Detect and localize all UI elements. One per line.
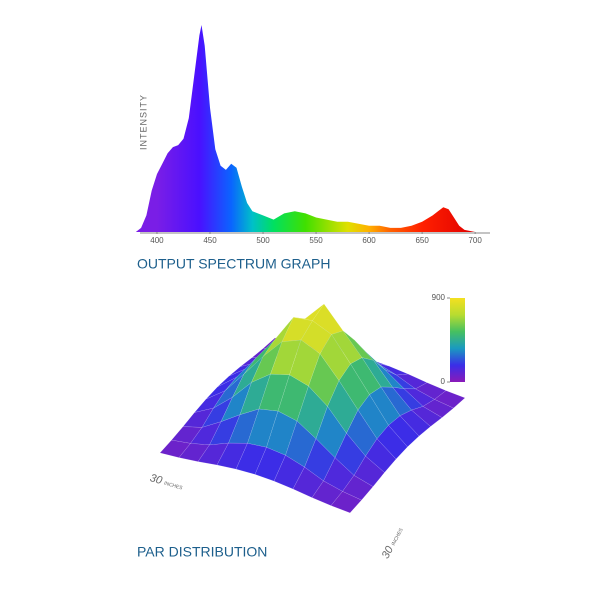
surface-cell xyxy=(330,491,362,514)
colorbar xyxy=(450,298,465,382)
x-axis-label-unit: INCHES xyxy=(163,481,183,492)
x-tick-label: 600 xyxy=(362,236,376,245)
spectrum-area xyxy=(135,25,476,232)
chart-title: PAR DISTRIBUTION xyxy=(137,544,267,560)
x-tick-label: 500 xyxy=(256,236,270,245)
colorbar-tick-label: 0 xyxy=(441,377,446,386)
y-axis-label-unit: INCHES xyxy=(391,527,405,547)
surface xyxy=(159,303,466,514)
x-axis-label-number: 30 xyxy=(148,472,164,487)
x-axis-label: 30 INCHES xyxy=(148,472,183,492)
x-tick-label: 550 xyxy=(309,236,323,245)
x-tick-label: 650 xyxy=(415,236,429,245)
x-tick-label: 450 xyxy=(203,236,217,245)
x-tick-label: 400 xyxy=(150,236,164,245)
colorbar-tick-label: 900 xyxy=(432,293,446,302)
x-tick-label: 700 xyxy=(468,236,482,245)
y-axis-label: INTENSITY xyxy=(138,94,148,150)
chart-title: OUTPUT SPECTRUM GRAPH xyxy=(137,256,330,272)
